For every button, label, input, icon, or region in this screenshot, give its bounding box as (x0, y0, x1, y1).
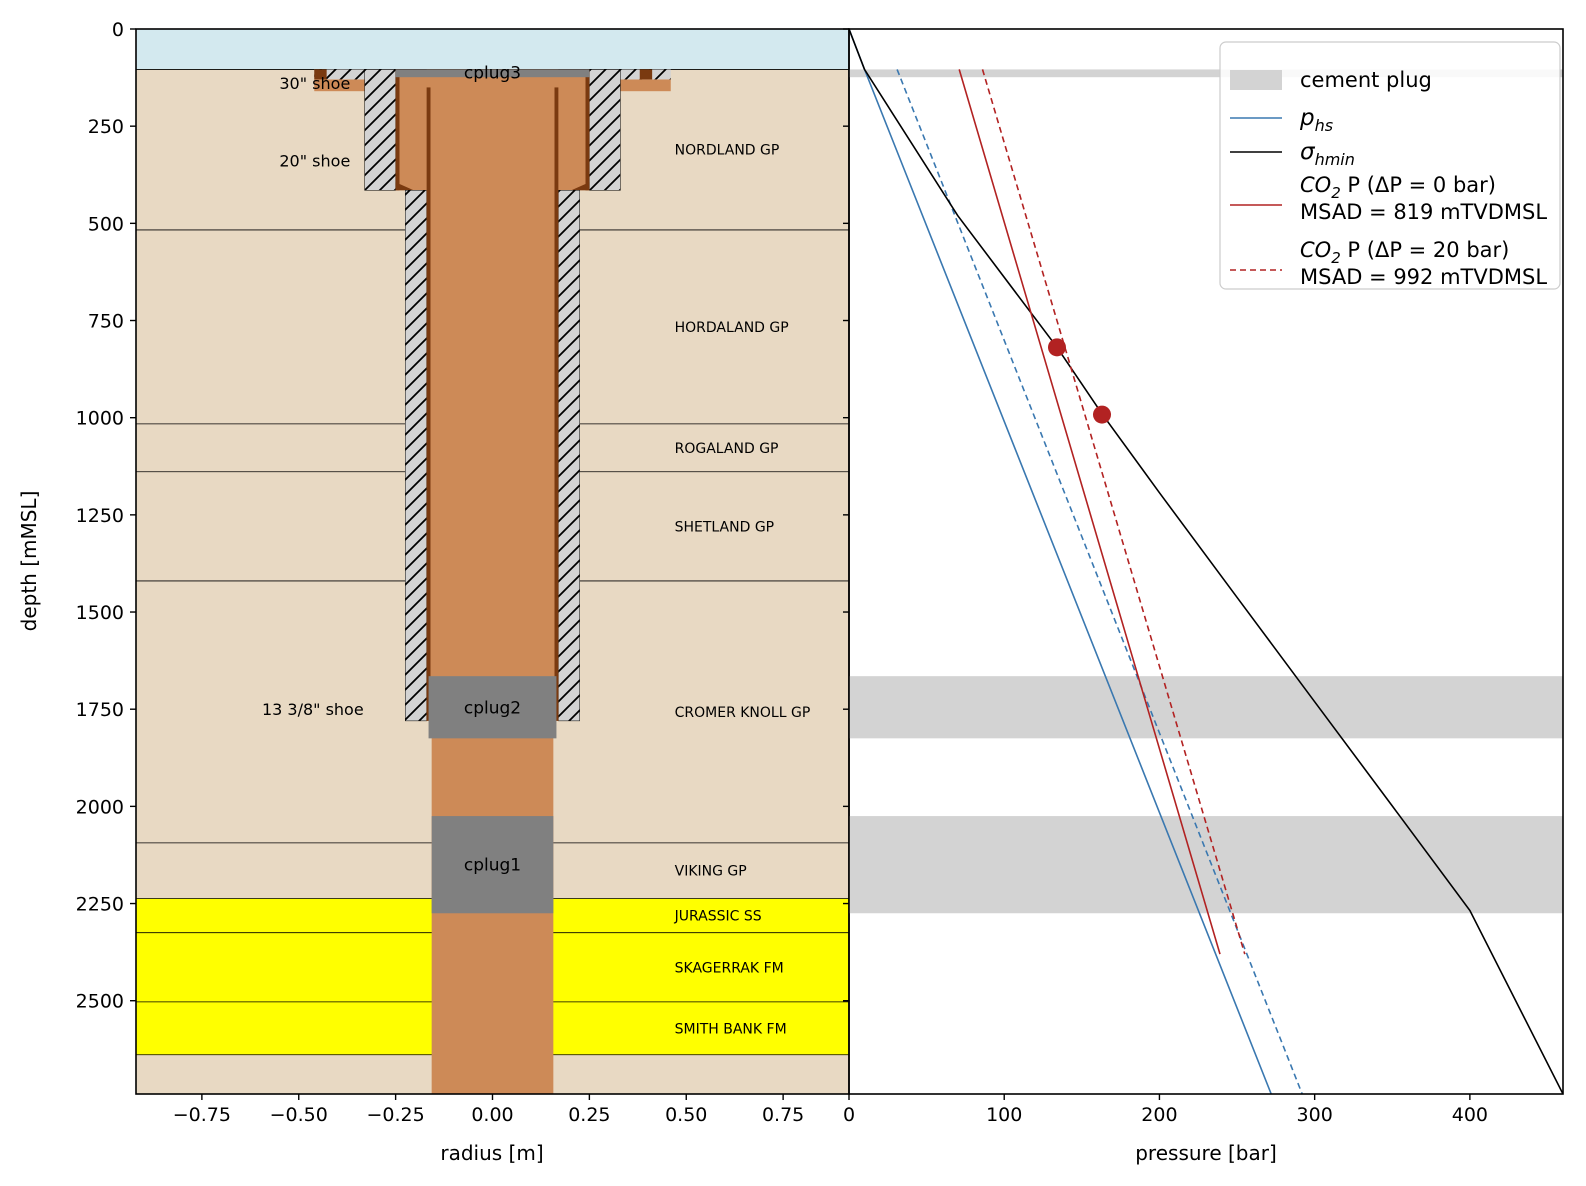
formation-label: SMITH BANK FM (675, 1021, 787, 1037)
casing-13-wall (554, 87, 559, 721)
formation-label: ROGALAND GP (675, 441, 779, 457)
pressure-tick-label: 0 (843, 1104, 855, 1126)
depth-tick-label: 1500 (76, 602, 124, 624)
legend-box (1219, 41, 1561, 290)
msad-marker (1093, 405, 1112, 424)
pressure-plot-area (849, 29, 1563, 1094)
well-schematic-panel: cplug3 cplug2 cplug1 30" shoe 20" shoe 13 3/8… (17, 19, 850, 1165)
legend-label: CO2 P (ΔP = 20 bar) (1300, 238, 1509, 267)
cement-plug-label: cplug2 (464, 698, 521, 718)
pressure-axis-label: pressure [bar] (1135, 1141, 1277, 1165)
casing-shoe-label: 13 3/8" shoe (262, 700, 364, 719)
casing-30-cement (314, 69, 365, 80)
casing-30-shoe-flange (314, 79, 365, 92)
cement-plug-band (849, 816, 1563, 914)
well-schematic-axes: 0 250 500 750 1000 1250 1500 1750 2000 2250 2500 −0… (76, 19, 849, 1126)
casing-13-wall (426, 87, 431, 721)
formation-label: SHETLAND GP (675, 519, 775, 535)
cement-plug-band (849, 676, 1563, 739)
casing-13-interior (426, 69, 559, 721)
msad-marker (1047, 338, 1066, 357)
depth-tick-label: 2500 (76, 991, 124, 1013)
cement-plug-label: cplug1 (464, 856, 521, 876)
casing-20-wall (585, 69, 590, 191)
radius-tick-label: 0.25 (568, 1104, 610, 1126)
casing-30-wall (639, 69, 653, 80)
cement-plug (395, 69, 590, 78)
radius-tick-label: 0.00 (471, 1104, 513, 1126)
casing-30-shoe-flange (620, 79, 671, 92)
casing-20-shoe (395, 182, 414, 191)
formation-label: VIKING GP (675, 864, 747, 880)
legend-label: cement plug (1300, 68, 1432, 92)
depth-tick-label: 250 (88, 116, 124, 138)
pressure-series-line (849, 29, 1563, 1094)
formation-label: HORDALAND GP (675, 320, 789, 336)
radius-tick-label: 0.50 (665, 1104, 707, 1126)
depth-tick-label: 1250 (76, 505, 124, 527)
depth-tick-label: 1000 (76, 408, 124, 430)
cement-plug-band (849, 69, 1563, 78)
cement-plug (431, 816, 554, 914)
casing-13-cement (558, 190, 580, 722)
radius-axis-label: radius [m] (440, 1141, 543, 1165)
depth-tick-label: 2000 (76, 796, 124, 818)
pressure-series-line (849, 29, 1272, 1094)
depth-tick-label: 2250 (76, 894, 124, 916)
well-schematic-labels: cplug3 cplug2 cplug1 30" shoe 20" shoe 13 3/8… (262, 63, 810, 1037)
formation-label: CROMER KNOLL GP (675, 705, 811, 721)
casing-20-cement (589, 69, 621, 191)
casing-20-wall (395, 69, 400, 191)
depth-axis-label: depth [mMSL] (17, 491, 41, 632)
pressure-tick-label: 100 (986, 1104, 1022, 1126)
casing-30-wall (314, 69, 327, 80)
legend-label-msad: MSAD = 992 mTVDMSL (1300, 265, 1547, 289)
pressure-tick-label: 400 (1452, 1104, 1488, 1126)
depth-tick-label: 750 (88, 311, 124, 333)
pressure-plot-frame (848, 28, 1564, 1095)
well-schematic-plot-area (136, 29, 849, 1094)
casing-shoe-label: 20" shoe (279, 151, 350, 170)
casing-20-cement (364, 69, 396, 191)
radius-tick-label: −0.50 (270, 1104, 328, 1126)
formation-label: NORDLAND GP (675, 143, 780, 159)
legend-label: CO2 P (ΔP = 0 bar) (1300, 173, 1496, 202)
casing-shoe-label: 30" shoe (279, 74, 350, 93)
pressure-series-line (896, 69, 1303, 1094)
formation-label: JURASSIC SS (674, 909, 762, 925)
sea-water (136, 29, 849, 70)
pressure-axes: 0 100 200 300 400 (843, 1094, 1488, 1126)
radius-tick-label: 0.75 (762, 1104, 804, 1126)
formation-label: SKAGERRAK FM (675, 960, 784, 976)
pressure-profile-panel: 0 100 200 300 400 pressure [bar] cement plug… (843, 28, 1564, 1165)
pressure-tick-label: 200 (1141, 1104, 1177, 1126)
cement-plug (428, 676, 557, 739)
legend-label: phs (1299, 105, 1333, 135)
depth-tick-label: 1750 (76, 699, 124, 721)
legend-label-msad: MSAD = 819 mTVDMSL (1300, 200, 1547, 224)
legend-patch (1230, 70, 1282, 90)
legend-label: σhmin (1300, 139, 1355, 169)
depth-tick-label: 500 (88, 213, 124, 235)
casing-13-cement (405, 190, 427, 722)
radius-tick-label: −0.25 (367, 1104, 425, 1126)
pressure-series-line (981, 69, 1246, 955)
pressure-tick-label: 300 (1297, 1104, 1333, 1126)
cement-plug-label: cplug3 (464, 63, 521, 83)
casing-20-shoe (571, 182, 590, 191)
radius-tick-label: −0.75 (173, 1104, 231, 1126)
pressure-series-line (958, 69, 1221, 955)
depth-tick-label: 0 (112, 19, 124, 41)
